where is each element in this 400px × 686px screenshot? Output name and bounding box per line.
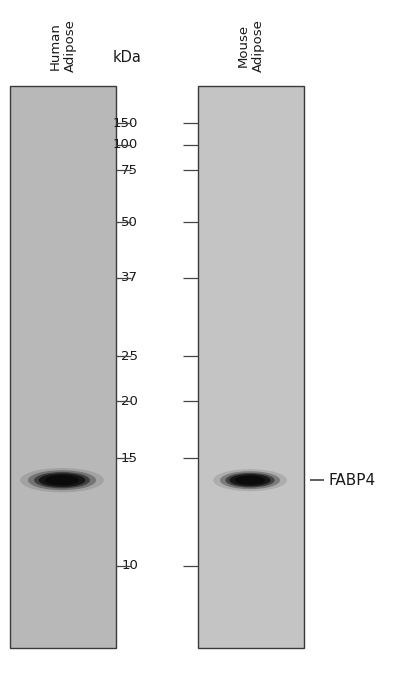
Text: 20: 20 (121, 395, 138, 407)
Text: FABP4: FABP4 (328, 473, 375, 488)
Ellipse shape (45, 475, 79, 485)
Text: kDa: kDa (113, 50, 142, 65)
Ellipse shape (235, 475, 265, 485)
Ellipse shape (226, 473, 274, 488)
Ellipse shape (39, 473, 85, 487)
Text: 15: 15 (121, 452, 138, 464)
Ellipse shape (20, 468, 104, 493)
Text: Human
Adipose: Human Adipose (49, 19, 77, 72)
Text: 100: 100 (113, 139, 138, 151)
Text: 10: 10 (121, 560, 138, 572)
Text: Mouse
Adipose: Mouse Adipose (237, 19, 265, 72)
Ellipse shape (220, 471, 280, 489)
Ellipse shape (34, 472, 90, 488)
Ellipse shape (230, 474, 270, 486)
Text: 25: 25 (121, 350, 138, 362)
Ellipse shape (213, 469, 287, 491)
Text: 37: 37 (121, 272, 138, 284)
Text: 50: 50 (121, 216, 138, 228)
Bar (10, 86, 116, 648)
Text: 150: 150 (113, 117, 138, 130)
Bar (198, 86, 304, 648)
Text: 75: 75 (121, 164, 138, 176)
Ellipse shape (28, 470, 96, 490)
